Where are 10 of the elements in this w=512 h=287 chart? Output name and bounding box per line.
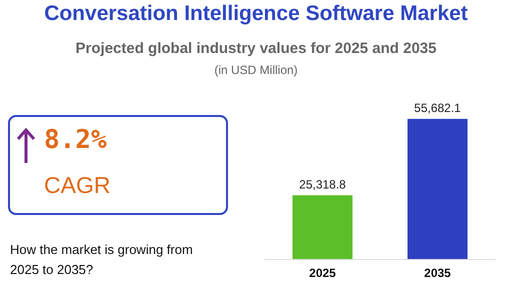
text: How the market is growing from 2025 to 2035?	[10, 241, 194, 279]
text: (in USD Million)	[213, 63, 299, 77]
x-tick-label: 2035	[424, 266, 452, 280]
data-label: 25,318.8	[299, 177, 346, 192]
x-tick-label: 2025	[309, 266, 336, 280]
data-label: 55,682.1	[414, 100, 462, 115]
text: 8.2%	[44, 125, 107, 155]
chart-subtitle: Projected global industry values for 2025 and 2035	[74, 40, 438, 57]
text: CAGR	[44, 172, 110, 199]
chart-title: Conversation Intelligence Software Market	[43, 2, 469, 26]
